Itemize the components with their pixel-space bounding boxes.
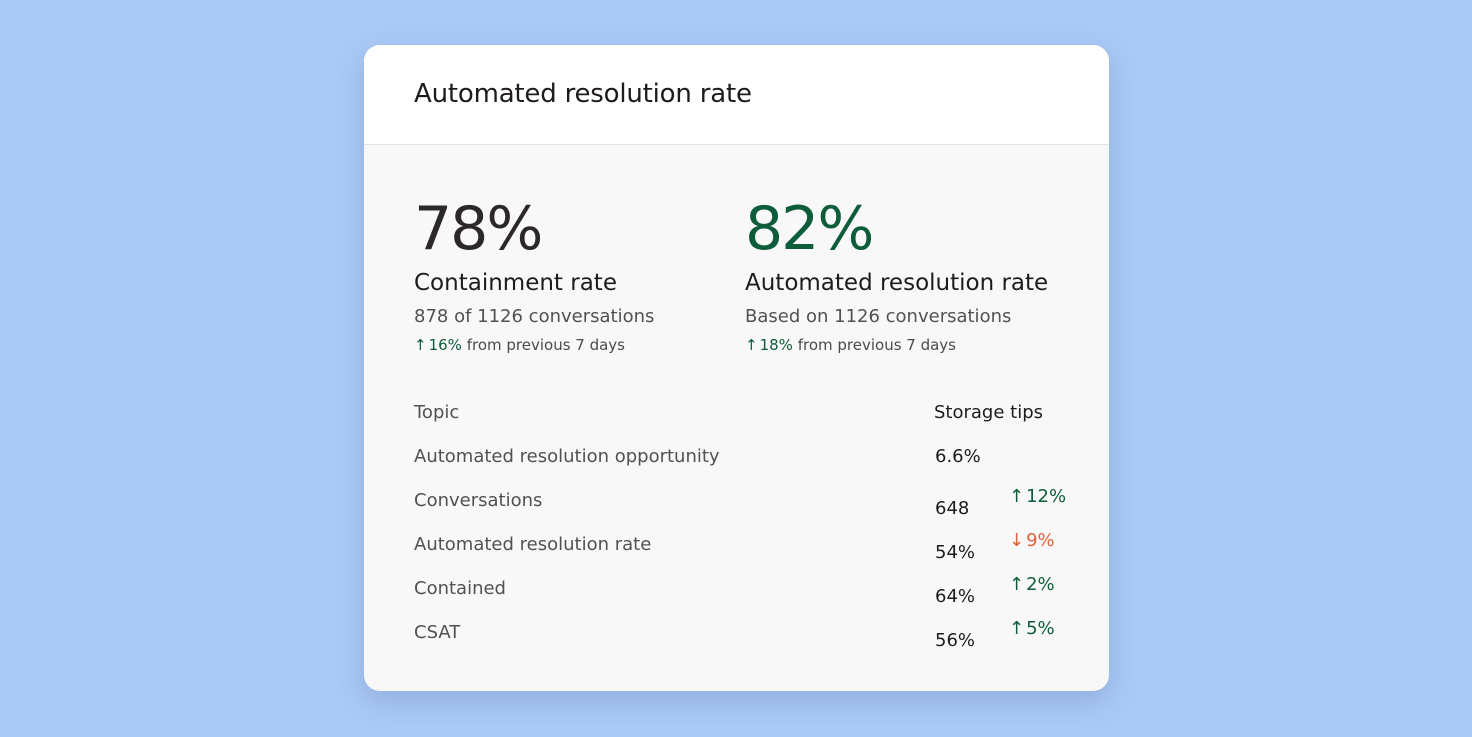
containment-change-value: 16% — [428, 336, 462, 354]
containment-label: Containment rate — [414, 270, 617, 296]
row-delta: ↑ 5% — [1009, 618, 1055, 639]
row-value: 648 — [935, 498, 970, 519]
row-delta-value: 12% — [1026, 486, 1067, 507]
automated-resolution-change-suffix: from previous 7 days — [797, 336, 956, 354]
automated-resolution-label: Automated resolution rate — [745, 270, 1049, 296]
row-topic: CSAT — [414, 622, 461, 643]
table-row: Contained 64% ↑ 2% — [414, 574, 1064, 618]
arrow-up-icon: ↑ — [414, 336, 427, 354]
automated-resolution-stat: 82% Automated resolution rate Based on 1… — [745, 197, 1085, 355]
arrow-down-icon: ↓ — [1009, 530, 1025, 551]
table-row: Conversations 648 ↑ 12% — [414, 486, 1066, 530]
containment-change: ↑ 16% from previous 7 days — [414, 335, 754, 355]
containment-value: 78% — [414, 194, 543, 264]
containment-change-suffix: from previous 7 days — [466, 336, 625, 354]
containment-stat: 78% Containment rate 878 of 1126 convers… — [414, 197, 754, 355]
row-value: 56% — [935, 630, 976, 651]
table-header: Topic Storage tips — [414, 402, 1064, 428]
automated-resolution-subtext: Based on 1126 conversations — [745, 306, 1012, 327]
card-header: Automated resolution rate — [364, 45, 1109, 145]
row-delta-value: 2% — [1026, 574, 1055, 595]
row-delta-value: 5% — [1026, 618, 1055, 639]
table-row: Automated resolution rate 54% ↓ 9% — [414, 530, 1064, 574]
row-value: 6.6% — [935, 446, 981, 467]
card-title: Automated resolution rate — [414, 79, 752, 109]
row-delta: ↑ 2% — [1009, 574, 1055, 595]
automated-resolution-change: ↑ 18% from previous 7 days — [745, 335, 1085, 355]
arrow-up-icon: ↑ — [1009, 486, 1025, 507]
automated-resolution-change-value: 18% — [759, 336, 793, 354]
row-delta-value: 9% — [1026, 530, 1055, 551]
row-topic: Conversations — [414, 490, 543, 511]
arrow-up-icon: ↑ — [745, 336, 758, 354]
row-topic: Automated resolution rate — [414, 534, 652, 555]
row-topic: Contained — [414, 578, 506, 599]
arrow-up-icon: ↑ — [1009, 574, 1025, 595]
table-row: Automated resolution opportunity 6.6% — [414, 446, 1064, 486]
resolution-card: Automated resolution rate 78% Containmen… — [364, 45, 1109, 691]
row-value: 54% — [935, 542, 976, 563]
row-delta: ↑ 12% — [1009, 486, 1066, 507]
containment-subtext: 878 of 1126 conversations — [414, 306, 655, 327]
arrow-up-icon: ↑ — [1009, 618, 1025, 639]
automated-resolution-value: 82% — [745, 194, 874, 264]
topic-column-header: Topic — [414, 402, 460, 423]
row-topic: Automated resolution opportunity — [414, 446, 720, 467]
value-column-header: Storage tips — [934, 402, 1044, 423]
table-row: CSAT 56% ↑ 5% — [414, 618, 1064, 662]
row-value: 64% — [935, 586, 976, 607]
row-delta: ↓ 9% — [1009, 530, 1055, 551]
